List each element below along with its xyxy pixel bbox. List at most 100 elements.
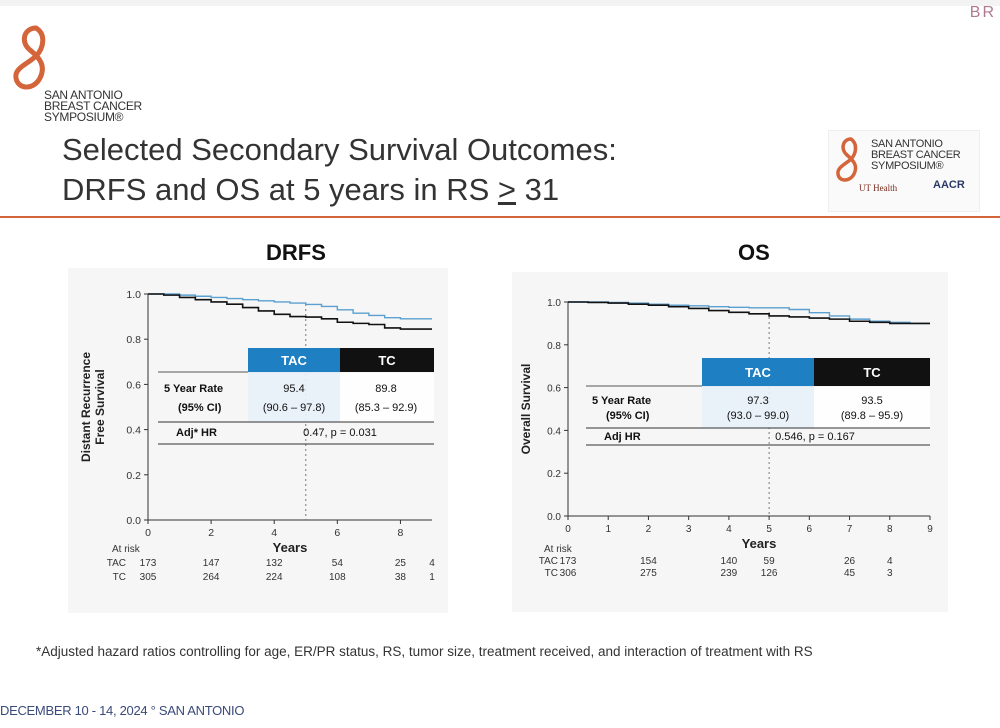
y-tick-label: 0.6 (547, 384, 561, 395)
y-tick-label: 0.0 (126, 515, 141, 527)
y-tick-label: 0.4 (126, 425, 141, 437)
x-tick-label: 2 (208, 527, 214, 539)
y-tick-label: 0.2 (126, 470, 141, 482)
ribbon-icon-small (836, 137, 858, 182)
tc-header-cell (814, 358, 930, 386)
at-risk-row-name: TAC (539, 556, 558, 567)
at-risk-value: 305 (140, 572, 157, 583)
x-tick-label: 0 (565, 524, 571, 535)
x-tick-label: 4 (271, 527, 277, 539)
logo-line-1: SAN ANTONIO (44, 88, 123, 102)
x-tick-label: 4 (726, 524, 732, 535)
sponsor-logo-text: SAN ANTONIO BREAST CANCER SYMPOSIUM® (871, 139, 961, 172)
x-tick-label: 5 (766, 524, 772, 535)
x-tick-label: 8 (398, 527, 404, 539)
table-row-label: (95% CI) (606, 410, 650, 422)
tac-body-cell (702, 386, 814, 428)
y-tick-label: 0.2 (547, 469, 561, 480)
table-row-label: (95% CI) (178, 402, 222, 414)
logo-line-2: BREAST CANCER (44, 99, 142, 113)
x-tick-label: 2 (646, 524, 652, 535)
at-risk-value: 154 (640, 556, 657, 567)
tc-header-label: TC (378, 353, 396, 368)
top-rule (0, 0, 1000, 6)
at-risk-value: 108 (329, 572, 346, 583)
ribbon-icon (13, 25, 46, 90)
table-cell-value: (89.8 – 95.9) (841, 410, 903, 422)
title-line-2: DRFS and OS at 5 years in RS > 31 (62, 170, 617, 210)
tc-header-label: TC (863, 365, 881, 380)
y-tick-label: 0.4 (547, 426, 561, 437)
y-tick-label: 1.0 (547, 298, 561, 309)
os-title: OS (738, 240, 770, 265)
aacr-logo: AACR (933, 179, 965, 191)
at-risk-value: 239 (721, 568, 738, 579)
y-tick-label: 0.0 (547, 512, 561, 523)
at-risk-value: 275 (640, 568, 657, 579)
at-risk-value: 1 (429, 572, 435, 583)
table-row-label: 5 Year Rate (592, 395, 651, 407)
tc-body-cell (814, 386, 930, 428)
at-risk-value: 59 (764, 556, 776, 567)
table-cell-value: (90.6 – 97.8) (263, 402, 325, 414)
at-risk-value: 4 (887, 556, 893, 567)
title-ge-symbol: > (497, 172, 517, 207)
x-tick-label: 0 (145, 527, 151, 539)
at-risk-value: 132 (266, 558, 283, 569)
sponsor-logo: SAN ANTONIO BREAST CANCER SYMPOSIUM® UT … (828, 130, 980, 212)
tac-header-cell (702, 358, 814, 386)
x-axis-label: Years (742, 536, 777, 551)
table-cell-value: (85.3 – 92.9) (355, 402, 417, 414)
tac-body-cell (248, 372, 340, 422)
survival-curve-tc (568, 301, 930, 325)
sponsor-line-3: SYMPOSIUM® (871, 160, 944, 172)
y-axis-label: Overall Survival (519, 364, 533, 455)
sabcs-logo: SAN ANTONIO BREAST CANCER SYMPOSIUM® (6, 20, 156, 123)
table-cell-value: 97.3 (747, 395, 768, 407)
drfs-title: DRFS (266, 240, 326, 265)
at-risk-row-name: TC (113, 572, 126, 583)
at-risk-value: 3 (887, 568, 893, 579)
os-panel: 0.0 0.2 0.4 0.6 0.8 1.0 0 1 2 3 4 5 6 7 8 9 Overall Surv… (512, 272, 948, 612)
at-risk-value: 140 (721, 556, 738, 567)
at-risk-value: 54 (332, 558, 344, 569)
survival-curve-tc (148, 293, 432, 330)
hr-value: 0.546, p = 0.167 (775, 431, 855, 443)
y-tick-label: 0.6 (126, 379, 141, 391)
tc-body-cell (340, 372, 434, 422)
y-tick-label: 0.8 (547, 341, 561, 352)
hr-label: Adj* HR (176, 427, 217, 439)
table-cell-value: 95.4 (283, 383, 304, 395)
logo-text: SAN ANTONIO BREAST CANCER SYMPOSIUM® (44, 88, 142, 123)
y-axis-label: Free Survival (93, 369, 107, 444)
at-risk-value: 25 (395, 558, 407, 569)
at-risk-value: 306 (560, 568, 577, 579)
at-risk-label: At risk (112, 544, 141, 555)
x-tick-label: 9 (927, 524, 933, 535)
table-cell-value: (93.0 – 99.0) (727, 410, 789, 422)
x-tick-label: 8 (887, 524, 893, 535)
corner-text: BR (969, 4, 996, 21)
table-cell-value: 89.8 (375, 383, 396, 395)
drfs-chart: 0.0 0.2 0.4 0.6 0.8 1.0 0 2 4 6 8 Distant Recurrenc… (79, 289, 435, 583)
x-tick-label: 3 (686, 524, 692, 535)
footnote: *Adjusted hazard ratios controlling for … (36, 644, 813, 659)
x-axis-label: Years (273, 540, 308, 555)
title-line-2-prefix: DRFS and OS at 5 years in RS (62, 172, 498, 207)
sponsor-line-2: BREAST CANCER (871, 149, 961, 161)
y-tick-label: 0.8 (126, 334, 141, 346)
at-risk-value: 45 (844, 568, 856, 579)
x-tick-label: 7 (847, 524, 853, 535)
at-risk-value: 4 (429, 558, 435, 569)
tc-header-cell (340, 348, 434, 372)
at-risk-value: 26 (844, 556, 856, 567)
y-tick-label: 1.0 (126, 289, 141, 301)
tac-header-label: TAC (745, 365, 771, 380)
at-risk-value: 224 (266, 572, 283, 583)
x-tick-label: 6 (807, 524, 813, 535)
footer-dates: DECEMBER 10 - 14, 2024 ° SAN ANTONIO (0, 703, 245, 718)
at-risk-value: 264 (203, 572, 220, 583)
tac-header-cell (248, 348, 340, 372)
title-line-1: Selected Secondary Survival Outcomes: (62, 132, 617, 167)
